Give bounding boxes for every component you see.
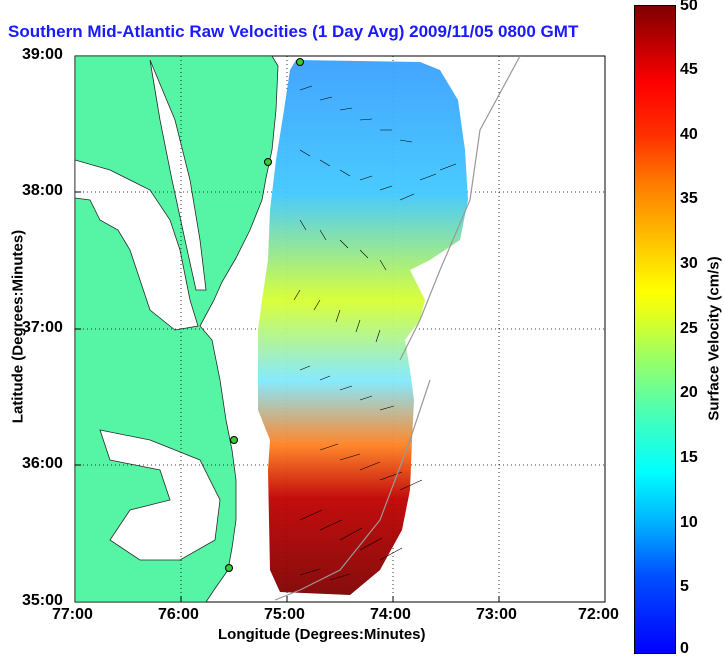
colorbar-label: Surface Velocity (cm/s) <box>705 256 723 421</box>
colorbar-tick-label: 0 <box>680 640 689 657</box>
y-tick-label: 37:00 <box>22 319 63 336</box>
x-tick-label: 77:00 <box>52 606 93 623</box>
colorbar-tick-label: 10 <box>680 514 698 531</box>
y-tick-label: 35:00 <box>22 592 63 609</box>
colorbar-tick-label: 15 <box>680 449 698 466</box>
map-title: Southern Mid-Atlantic Raw Velocities (1 … <box>8 22 579 41</box>
colorbar-tick-label: 5 <box>680 578 689 595</box>
x-axis-label: Longitude (Degrees:Minutes) <box>218 626 426 643</box>
x-tick-label: 73:00 <box>476 606 517 623</box>
colorbar-tick-label: 20 <box>680 384 698 401</box>
y-tick-label: 38:00 <box>22 182 63 199</box>
x-tick-label: 76:00 <box>158 606 199 623</box>
y-tick-label: 39:00 <box>22 46 63 63</box>
colorbar-tick-label: 40 <box>680 126 698 143</box>
velocity-map <box>74 55 606 603</box>
colorbar-tick-label: 35 <box>680 190 698 207</box>
y-tick-label: 36:00 <box>22 455 63 472</box>
colorbar-tick-label: 50 <box>680 0 698 14</box>
colorbar-tick-label: 25 <box>680 320 698 337</box>
chesapeake-bay <box>75 159 199 331</box>
colorbar-tick-label: 45 <box>680 61 698 78</box>
x-tick-label: 74:00 <box>370 606 411 623</box>
colorbar-tick-label: 30 <box>680 255 698 272</box>
y-axis-label: Latitude (Degrees:Minutes) <box>9 229 27 424</box>
x-tick-label: 72:00 <box>578 606 619 623</box>
colorbar <box>634 5 676 654</box>
velocity-field <box>258 60 468 595</box>
x-tick-label: 75:00 <box>264 606 305 623</box>
